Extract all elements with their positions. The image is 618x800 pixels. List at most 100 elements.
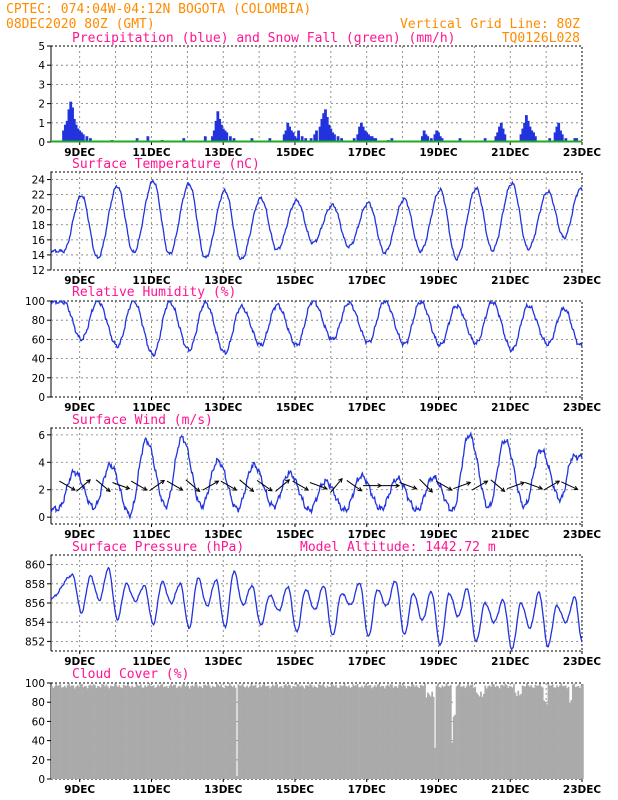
precip-ytick-label: 0 <box>38 137 45 149</box>
precip-bar <box>221 128 225 142</box>
cloud-bar <box>81 684 83 779</box>
cloud-bar <box>396 687 399 779</box>
wind-arrow <box>220 480 238 491</box>
cloud-bar <box>557 687 560 779</box>
pressure-ytick-label: 854 <box>25 617 45 629</box>
cloud-bar <box>547 683 550 779</box>
humidity-xtick-label: 17DEC <box>348 402 387 414</box>
precip-bar <box>325 117 329 142</box>
precip-bar <box>555 126 559 142</box>
cloud-bar <box>158 686 161 779</box>
precip-bar <box>433 134 437 142</box>
pressure-xtick-label: 23DEC <box>563 656 602 668</box>
cloud-ytick-label: 20 <box>32 755 45 767</box>
cloud-bar <box>226 686 228 779</box>
precip-bar <box>225 132 229 142</box>
wind-arrow-head <box>195 487 201 493</box>
precip-xtick-label: 15DEC <box>276 147 315 159</box>
cloud-bar <box>168 685 171 779</box>
pressure-title: Surface Pressure (hPa) <box>72 540 244 555</box>
cloud-bar <box>577 685 580 779</box>
precip-bar <box>519 134 523 142</box>
humidity-ytick-label: 100 <box>25 296 45 308</box>
cloud-bar <box>488 685 491 779</box>
cloud-bar <box>316 687 319 779</box>
cloud-bar <box>359 687 362 779</box>
cloud-bar <box>148 683 151 779</box>
cloud-bar <box>408 686 411 779</box>
cloud-xtick-label: 13DEC <box>204 784 243 796</box>
cloud-bar <box>445 683 448 779</box>
cloud-bar <box>272 684 274 779</box>
precip-bar <box>438 136 442 142</box>
wind-arrow-shaft <box>202 480 219 491</box>
cloud-bar <box>59 684 62 779</box>
cloud-bar <box>125 685 128 779</box>
precip-bar <box>300 136 304 142</box>
precip-bar <box>424 134 428 142</box>
pressure-ytick-label: 856 <box>25 598 45 610</box>
cloud-bar <box>554 687 557 779</box>
cloud-bar <box>263 683 266 779</box>
precip-bar <box>67 109 71 142</box>
cloud-bar <box>508 685 511 779</box>
temperature-line <box>50 178 583 262</box>
cloud-bar <box>167 688 169 779</box>
cloud-bar <box>475 692 478 779</box>
cloud-bar <box>211 685 214 779</box>
cloud-bar <box>88 685 91 779</box>
cloud-bar <box>582 684 584 779</box>
humidity-ytick-label: 0 <box>38 392 45 404</box>
cloud-bar <box>181 684 184 779</box>
precip-bar <box>315 130 318 142</box>
wind-arrow <box>256 480 273 492</box>
cloud-bar <box>375 686 378 779</box>
cloud-bar <box>431 691 434 779</box>
cloud-bar <box>280 686 283 779</box>
cloud-bar <box>112 686 115 779</box>
cloud-bar <box>239 685 241 779</box>
cloud-bar <box>372 686 375 779</box>
precip-bar <box>374 138 378 142</box>
cloud-bar <box>66 685 69 779</box>
precip-bar <box>523 122 526 142</box>
cloud-bar <box>392 687 395 779</box>
cloud-bar <box>345 686 347 779</box>
cloud-bar <box>448 686 451 779</box>
cloud-bar <box>333 686 336 779</box>
cloud-bar <box>451 742 454 779</box>
wind-arrow-head <box>267 486 273 492</box>
cloud-bar <box>207 683 210 779</box>
cloud-bar <box>411 683 413 779</box>
cloud-bar <box>115 685 118 779</box>
cloud-bar <box>515 696 518 779</box>
cloud-bar <box>517 690 520 779</box>
wind-arrow-shaft <box>506 482 525 490</box>
cloud-bar <box>91 686 93 779</box>
cloud-bar <box>518 695 521 779</box>
precip-bar <box>458 138 462 142</box>
wind-arrow-head <box>483 480 489 485</box>
wind-arrow-shaft <box>309 482 327 490</box>
cloud-bar <box>421 685 423 779</box>
cloud-bar <box>276 684 279 779</box>
cloud-bar <box>472 687 475 779</box>
cloud-bar <box>468 686 471 779</box>
precip-bar <box>440 138 444 142</box>
cloud-bar <box>71 685 73 779</box>
precip-bar <box>361 126 365 142</box>
wind-arrow-shaft <box>453 482 471 490</box>
wind-arrow-shaft <box>346 480 362 492</box>
cloud-bar <box>261 685 264 779</box>
cloud-bar <box>513 684 515 779</box>
wind-arrow <box>346 480 363 492</box>
cloud-bar <box>62 686 65 779</box>
cloud-bar <box>326 685 329 779</box>
precip-ytick-label: 4 <box>38 60 45 72</box>
cloud-bar <box>511 687 514 779</box>
wind-arrow-head <box>70 486 76 491</box>
precip-bar <box>368 136 372 142</box>
cloud-bar <box>171 686 174 779</box>
cloud-bar <box>402 684 405 779</box>
wind-arrow <box>524 482 544 490</box>
